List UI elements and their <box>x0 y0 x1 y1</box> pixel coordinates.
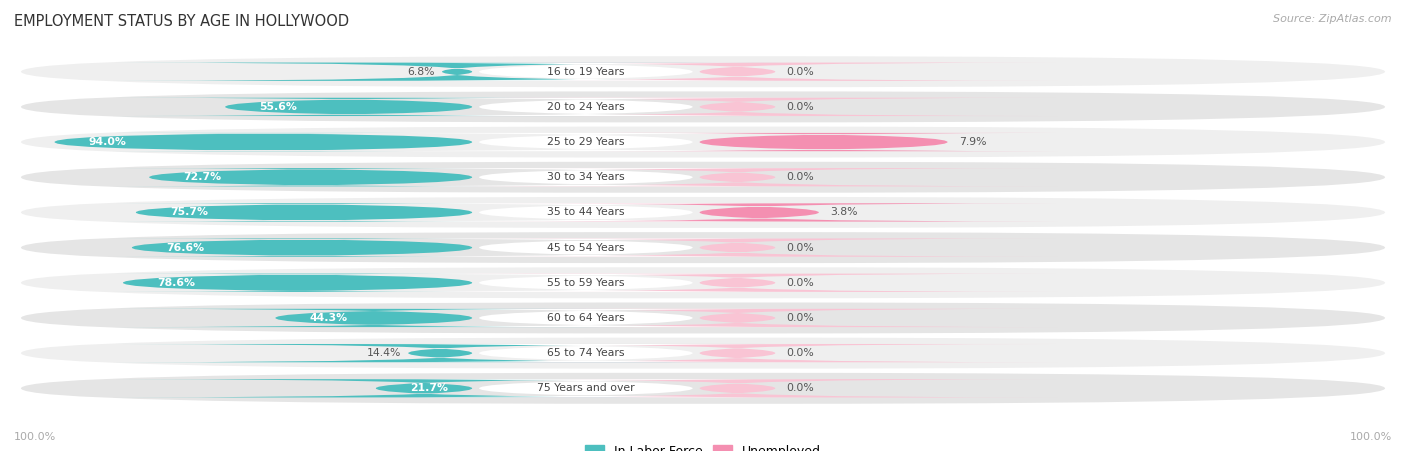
Text: 0.0%: 0.0% <box>786 383 814 393</box>
Text: 100.0%: 100.0% <box>1350 432 1392 442</box>
Text: 45 to 54 Years: 45 to 54 Years <box>547 243 624 253</box>
FancyBboxPatch shape <box>114 309 634 327</box>
Text: 75 Years and over: 75 Years and over <box>537 383 634 393</box>
FancyBboxPatch shape <box>335 203 838 221</box>
Text: 72.7%: 72.7% <box>184 172 222 182</box>
FancyBboxPatch shape <box>418 63 1057 81</box>
Text: 0.0%: 0.0% <box>786 348 814 358</box>
FancyBboxPatch shape <box>335 239 838 257</box>
Text: 21.7%: 21.7% <box>411 383 449 393</box>
FancyBboxPatch shape <box>335 379 838 397</box>
FancyBboxPatch shape <box>55 133 472 151</box>
FancyBboxPatch shape <box>21 338 1385 368</box>
FancyBboxPatch shape <box>114 63 800 81</box>
Text: 0.0%: 0.0% <box>786 102 814 112</box>
FancyBboxPatch shape <box>335 63 838 81</box>
Text: 30 to 34 Years: 30 to 34 Years <box>547 172 624 182</box>
FancyBboxPatch shape <box>335 133 838 151</box>
FancyBboxPatch shape <box>114 274 481 292</box>
Text: 0.0%: 0.0% <box>786 172 814 182</box>
FancyBboxPatch shape <box>418 309 1057 327</box>
FancyBboxPatch shape <box>21 197 1385 228</box>
FancyBboxPatch shape <box>335 274 838 292</box>
FancyBboxPatch shape <box>418 379 1057 397</box>
FancyBboxPatch shape <box>21 127 1385 157</box>
FancyBboxPatch shape <box>335 344 838 362</box>
FancyBboxPatch shape <box>418 344 1057 362</box>
FancyBboxPatch shape <box>114 344 766 362</box>
Text: 76.6%: 76.6% <box>166 243 204 253</box>
Text: 44.3%: 44.3% <box>309 313 347 323</box>
Text: 6.8%: 6.8% <box>408 67 434 77</box>
FancyBboxPatch shape <box>335 168 838 186</box>
FancyBboxPatch shape <box>418 274 1057 292</box>
FancyBboxPatch shape <box>589 133 1057 151</box>
FancyBboxPatch shape <box>114 239 491 257</box>
Text: 20 to 24 Years: 20 to 24 Years <box>547 102 624 112</box>
Text: EMPLOYMENT STATUS BY AGE IN HOLLYWOOD: EMPLOYMENT STATUS BY AGE IN HOLLYWOOD <box>14 14 349 28</box>
Text: 78.6%: 78.6% <box>157 278 195 288</box>
Text: 0.0%: 0.0% <box>786 243 814 253</box>
FancyBboxPatch shape <box>114 203 494 221</box>
Text: 7.9%: 7.9% <box>959 137 986 147</box>
Text: 16 to 19 Years: 16 to 19 Years <box>547 67 624 77</box>
FancyBboxPatch shape <box>21 373 1385 404</box>
Text: 60 to 64 Years: 60 to 64 Years <box>547 313 624 323</box>
FancyBboxPatch shape <box>114 379 734 397</box>
Text: 75.7%: 75.7% <box>170 207 208 217</box>
Legend: In Labor Force, Unemployed: In Labor Force, Unemployed <box>581 440 825 451</box>
FancyBboxPatch shape <box>114 168 508 186</box>
Text: 0.0%: 0.0% <box>786 313 814 323</box>
Text: 14.4%: 14.4% <box>367 348 401 358</box>
Text: 35 to 44 Years: 35 to 44 Years <box>547 207 624 217</box>
FancyBboxPatch shape <box>21 162 1385 193</box>
Text: 0.0%: 0.0% <box>786 278 814 288</box>
Text: 65 to 74 Years: 65 to 74 Years <box>547 348 624 358</box>
FancyBboxPatch shape <box>21 92 1385 122</box>
Text: Source: ZipAtlas.com: Source: ZipAtlas.com <box>1274 14 1392 23</box>
Text: 55.6%: 55.6% <box>260 102 298 112</box>
Text: 0.0%: 0.0% <box>786 67 814 77</box>
FancyBboxPatch shape <box>335 309 838 327</box>
FancyBboxPatch shape <box>418 98 1057 116</box>
FancyBboxPatch shape <box>335 98 838 116</box>
Text: 3.8%: 3.8% <box>830 207 858 217</box>
Text: 25 to 29 Years: 25 to 29 Years <box>547 137 624 147</box>
FancyBboxPatch shape <box>418 168 1057 186</box>
FancyBboxPatch shape <box>21 56 1385 87</box>
FancyBboxPatch shape <box>461 203 1057 221</box>
FancyBboxPatch shape <box>21 303 1385 333</box>
Text: 94.0%: 94.0% <box>89 137 127 147</box>
Text: 100.0%: 100.0% <box>14 432 56 442</box>
FancyBboxPatch shape <box>418 239 1057 257</box>
FancyBboxPatch shape <box>21 267 1385 298</box>
FancyBboxPatch shape <box>21 232 1385 263</box>
Text: 55 to 59 Years: 55 to 59 Years <box>547 278 624 288</box>
FancyBboxPatch shape <box>114 98 583 116</box>
